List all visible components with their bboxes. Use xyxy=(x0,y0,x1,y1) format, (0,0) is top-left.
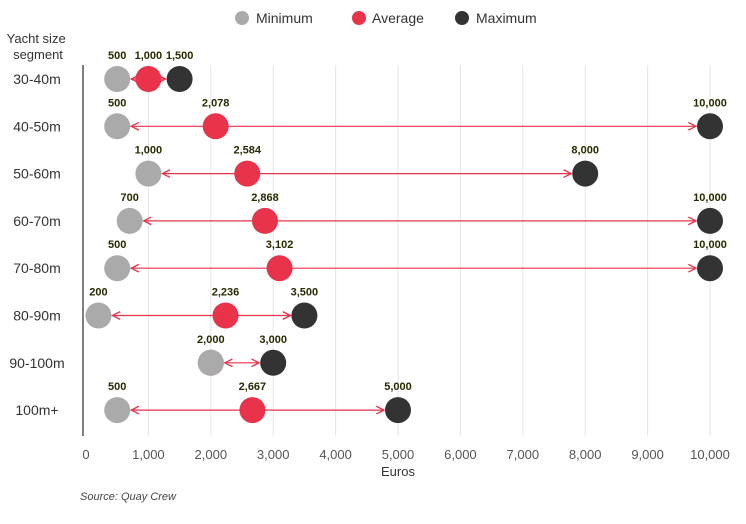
maximum-data-label: 1,500 xyxy=(166,50,194,62)
category-label: 70-80m xyxy=(13,260,60,276)
average-point xyxy=(251,207,278,234)
minimum-point xyxy=(104,397,131,424)
x-tick-label: 5,000 xyxy=(382,447,415,462)
legend-marker-minimum xyxy=(235,11,249,25)
maximum-point xyxy=(291,302,318,329)
average-point xyxy=(239,397,266,424)
average-point xyxy=(202,113,229,140)
average-data-label: 2,236 xyxy=(212,287,240,299)
category-label: 60-70m xyxy=(13,213,60,229)
legend-label-minimum: Minimum xyxy=(256,10,313,26)
x-tick-label: 0 xyxy=(82,447,89,462)
maximum-data-label: 3,500 xyxy=(291,287,319,299)
minimum-point xyxy=(104,66,131,92)
x-tick-label: 8,000 xyxy=(569,447,602,462)
minimum-point xyxy=(135,160,162,187)
minimum-data-label: 500 xyxy=(108,97,126,109)
maximum-point xyxy=(697,207,723,234)
maximum-point xyxy=(572,160,599,187)
average-data-label: 2,078 xyxy=(202,97,230,109)
legend-label-maximum: Maximum xyxy=(476,10,537,26)
average-data-label: 2,584 xyxy=(233,145,261,157)
minimum-point xyxy=(116,207,143,234)
maximum-point xyxy=(697,255,723,282)
minimum-data-label: 2,000 xyxy=(197,334,225,346)
x-tick-label: 6,000 xyxy=(444,447,477,462)
x-axis-title: Euros xyxy=(381,464,415,479)
x-tick-label: 3,000 xyxy=(257,447,290,462)
legend-marker-maximum xyxy=(455,11,469,25)
x-tick-label: 9,000 xyxy=(631,447,664,462)
legend-item-minimum[interactable]: Minimum xyxy=(235,10,313,26)
minimum-data-label: 1,000 xyxy=(135,145,163,157)
legend: Minimum Average Maximum xyxy=(235,10,537,26)
average-data-label: 2,868 xyxy=(251,192,279,204)
average-point xyxy=(234,160,261,187)
maximum-data-label: 3,000 xyxy=(259,334,287,346)
average-point xyxy=(135,66,162,92)
maximum-point xyxy=(385,397,411,424)
minimum-point xyxy=(85,302,112,329)
maximum-point xyxy=(697,113,723,140)
plot-marks: 500 500 1,000 700 500 200 2,000 500 1,000 2,078 2,… xyxy=(85,50,727,424)
minimum-data-label: 500 xyxy=(108,50,126,62)
average-data-label: 3,102 xyxy=(266,239,294,251)
minimum-point xyxy=(197,349,224,376)
maximum-data-label: 5,000 xyxy=(384,381,412,393)
category-label: 40-50m xyxy=(13,118,60,134)
maximum-data-label: 10,000 xyxy=(693,192,727,204)
category-label: 30-40m xyxy=(13,71,60,87)
category-label: 100m+ xyxy=(15,402,58,418)
category-label: 50-60m xyxy=(13,166,60,182)
minimum-data-label: 500 xyxy=(108,381,126,393)
x-tick-label: 2,000 xyxy=(195,447,228,462)
maximum-point xyxy=(260,349,287,376)
x-tick-label: 1,000 xyxy=(132,447,165,462)
x-tick-label: 7,000 xyxy=(507,447,540,462)
category-label: 80-90m xyxy=(13,308,60,324)
minimum-point xyxy=(104,255,131,282)
x-tick-label: 4,000 xyxy=(319,447,352,462)
average-point xyxy=(212,302,239,329)
minimum-data-label: 200 xyxy=(89,287,107,299)
legend-item-average[interactable]: Average xyxy=(352,10,424,26)
minimum-point xyxy=(104,113,131,140)
maximum-data-label: 10,000 xyxy=(693,239,727,251)
x-tick-label: 10,000 xyxy=(690,447,730,462)
gridlines xyxy=(147,65,711,436)
legend-item-maximum[interactable]: Maximum xyxy=(455,10,537,26)
maximum-data-label: 10,000 xyxy=(693,97,727,109)
source-note: Source: Quay Crew xyxy=(80,491,177,503)
maximum-data-label: 8,000 xyxy=(571,145,599,157)
x-axis-ticks: 0 1,000 2,000 3,000 4,000 5,000 6,000 7,000 8,00… xyxy=(82,447,730,462)
legend-marker-average xyxy=(352,11,366,25)
maximum-point xyxy=(166,66,193,92)
minimum-data-label: 700 xyxy=(121,192,139,204)
average-data-label: 1,000 xyxy=(135,50,163,62)
average-data-label: 2,667 xyxy=(239,381,267,393)
minimum-data-label: 500 xyxy=(108,239,126,251)
legend-label-average: Average xyxy=(372,10,424,26)
y-axis-title: Yacht size segment xyxy=(7,31,70,62)
category-label: 90-100m xyxy=(9,355,64,371)
average-point xyxy=(266,255,293,282)
category-labels: 30-40m 40-50m 50-60m 60-70m 70-80m 80-90m 90-1… xyxy=(9,71,64,418)
